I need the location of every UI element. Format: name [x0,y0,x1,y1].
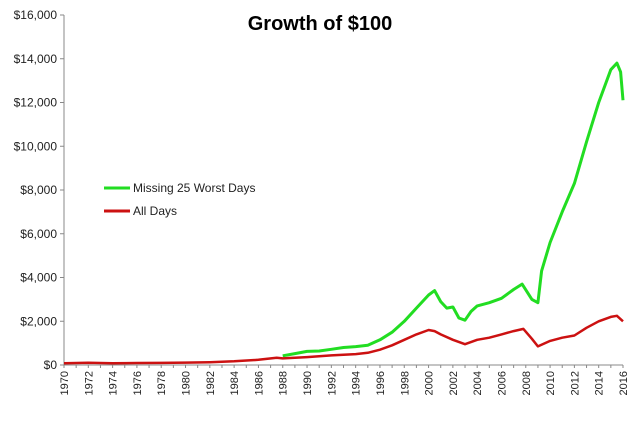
y-tick-label: $10,000 [14,139,58,153]
chart-title: Growth of $100 [248,13,392,35]
x-tick-label: 2008 [521,371,533,395]
x-tick-label: 1992 [326,371,338,395]
x-tick-label: 2002 [448,371,460,395]
x-tick-label: 1984 [229,371,241,395]
x-tick-label: 1970 [59,371,71,395]
legend-label-all-days: All Days [133,204,177,218]
y-tick-label: $4,000 [20,271,57,285]
x-tick-label: 2006 [496,371,508,395]
x-tick-label: 2000 [424,371,436,395]
legend-item-all-days: All Days [104,204,177,218]
series-layer [63,61,625,365]
x-tick-label: 1998 [399,371,411,395]
x-tick-label: 2014 [594,371,606,395]
x-tick-label: 1978 [156,371,168,395]
y-tick-label: $0 [44,358,58,372]
series-line-all-days [63,314,624,365]
y-tick-label: $2,000 [20,314,57,328]
x-tick-label: 1990 [302,371,314,395]
y-tick-label: $12,000 [14,96,58,110]
legend: Missing 25 Worst Days All Days [104,181,255,218]
x-tick-label: 2012 [569,371,581,395]
x-tick-label: 1988 [278,371,290,395]
x-tick-label: 1974 [108,371,120,395]
x-tick-label: 1996 [375,371,387,395]
x-tick-label: 1982 [205,371,217,395]
y-tick-label: $16,000 [14,8,58,22]
series-line-missing-25-worst-days [282,61,625,358]
y-axis-ticks: $0 $2,000 $4,000 $6,000 $8,000 $10,000 $12,000… [14,8,64,372]
y-tick-label: $8,000 [20,183,57,197]
x-tick-label: 2010 [545,371,557,395]
x-tick-label: 1972 [83,371,95,395]
x-tick-label: 1994 [351,371,363,395]
x-tick-label: 1980 [181,371,193,395]
x-axis-ticks: 1970 1972 1974 1976 1978 1980 1982 1984 1986 1988… [59,365,630,395]
y-tick-label: $6,000 [20,227,57,241]
legend-label-missing-25: Missing 25 Worst Days [133,181,255,195]
x-tick-label: 1976 [132,371,144,395]
legend-item-missing-25: Missing 25 Worst Days [104,181,255,195]
x-tick-label: 2016 [618,371,630,395]
y-tick-label: $14,000 [14,52,58,66]
x-tick-label: 1986 [253,371,265,395]
x-tick-label: 2004 [472,371,484,395]
